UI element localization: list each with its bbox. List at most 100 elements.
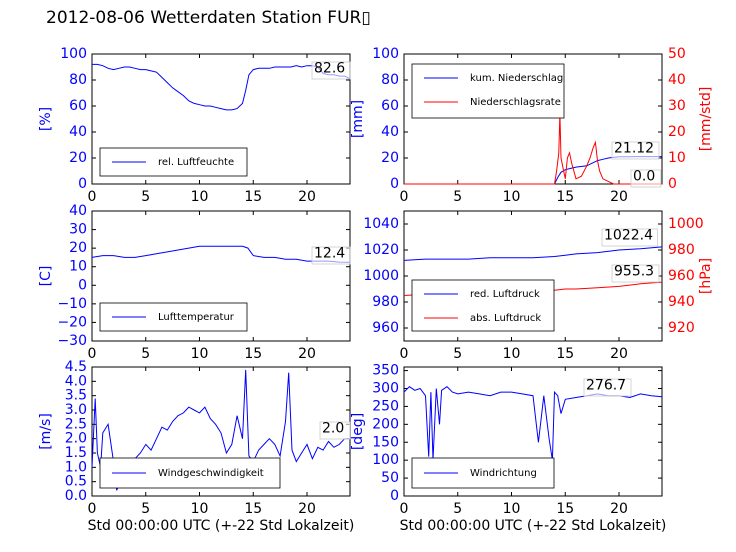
legend-label: abs. Luftdruck <box>470 313 541 324</box>
legend-label: Windrichtung <box>470 468 537 479</box>
y-tick-label: 1020 <box>363 242 399 258</box>
value-label-box <box>583 378 632 397</box>
value-label-box <box>311 246 351 265</box>
y-right-tick-label: 1000 <box>668 216 704 232</box>
y-tick-label: −20 <box>57 314 87 330</box>
series-line-precipitation-1 <box>404 113 662 185</box>
x-tick-label: 5 <box>141 501 150 517</box>
value-label-box <box>611 141 660 160</box>
y-tick-label: 250 <box>372 398 399 414</box>
y-tick-label: 30 <box>69 222 87 238</box>
y-axis-label: [m/s] <box>38 413 54 450</box>
x-axis-label: Std 00:00:00 UTC (+-22 Std Lokalzeit) <box>400 518 667 534</box>
x-tick-label: 15 <box>556 501 574 517</box>
y-tick-label: 1.0 <box>65 459 87 475</box>
y-right-tick-label: 10 <box>668 150 686 166</box>
y-right-tick-label: 920 <box>668 320 695 336</box>
y-axis-label: [mm] <box>350 100 366 138</box>
figure-title: 2012-08-06 Wetterdaten Station FUR▯ <box>46 8 371 28</box>
y-tick-label: 40 <box>69 203 87 219</box>
y-tick-label: 3.0 <box>65 402 87 418</box>
x-tick-label: 0 <box>88 346 97 362</box>
series-line-humidity-0 <box>92 63 351 111</box>
x-tick-label: 20 <box>610 501 628 517</box>
y-axis-label: [%] <box>38 107 54 131</box>
x-tick-label: 0 <box>400 346 409 362</box>
x-tick-label: 20 <box>610 189 628 205</box>
y-tick-label: 1000 <box>363 268 399 284</box>
value-label-secondary: 955.3 <box>614 264 654 280</box>
x-tick-label: 20 <box>298 189 316 205</box>
x-tick-label: 5 <box>453 189 462 205</box>
y-tick-label: 20 <box>69 240 87 256</box>
y-tick-label: 1040 <box>363 216 399 232</box>
y-tick-label: 4.5 <box>65 359 87 375</box>
x-tick-label: 5 <box>141 346 150 362</box>
legend-label: Windgeschwindigkeit <box>158 468 264 479</box>
x-tick-label: 15 <box>244 189 262 205</box>
y-tick-label: 20 <box>381 150 399 166</box>
y-tick-label: 200 <box>372 416 399 432</box>
value-label-box <box>311 61 351 80</box>
value-label: 82.6 <box>314 61 345 77</box>
value-label: 276.7 <box>586 378 626 394</box>
x-axis-label: Std 00:00:00 UTC (+-22 Std Lokalzeit) <box>88 518 355 534</box>
x-tick-label: 5 <box>453 501 462 517</box>
x-tick-label: 15 <box>556 346 574 362</box>
x-tick-label: 10 <box>503 189 521 205</box>
y-tick-label: 100 <box>60 46 87 62</box>
value-label: 2.0 <box>322 421 344 437</box>
legend-label: kum. Niederschlag <box>470 73 563 84</box>
y-axis-label: [C] <box>38 266 54 287</box>
y-right-axis-label: [hPa] <box>698 258 714 294</box>
y-tick-label: 20 <box>69 150 87 166</box>
x-tick-label: 20 <box>298 501 316 517</box>
series-line-pressure-0 <box>403 246 663 261</box>
x-tick-label: 10 <box>503 501 521 517</box>
y-tick-label: 0 <box>390 176 399 192</box>
y-right-tick-label: 960 <box>668 268 695 284</box>
y-right-tick-label: 40 <box>668 72 686 88</box>
legend-label: Lufttemperatur <box>158 312 235 323</box>
y-tick-label: 80 <box>69 72 87 88</box>
value-label: 21.12 <box>614 141 654 157</box>
value-label-secondary-box <box>611 264 660 283</box>
y-tick-label: 150 <box>372 434 399 450</box>
y-tick-label: 2.0 <box>65 431 87 447</box>
x-tick-label: 10 <box>503 346 521 362</box>
x-tick-label: 0 <box>400 501 409 517</box>
y-tick-label: 0.0 <box>65 488 87 504</box>
y-tick-label: 10 <box>69 259 87 275</box>
value-label-box <box>601 228 658 247</box>
y-tick-label: 0.5 <box>65 474 87 490</box>
x-tick-label: 5 <box>453 346 462 362</box>
legend-box <box>411 279 555 332</box>
x-tick-label: 0 <box>400 189 409 205</box>
x-tick-label: 0 <box>88 501 97 517</box>
y-tick-label: 0 <box>78 277 87 293</box>
y-tick-label: 2.5 <box>65 416 87 432</box>
x-tick-label: 10 <box>191 189 209 205</box>
value-label-box <box>319 421 351 440</box>
value-label-secondary: 0.0 <box>633 169 655 185</box>
y-tick-label: 960 <box>372 320 399 336</box>
legend-box <box>411 63 565 119</box>
y-tick-label: −10 <box>57 296 87 312</box>
legend-label: rel. Luftfeuchte <box>158 157 234 168</box>
y-right-tick-label: 0 <box>668 176 677 192</box>
y-right-tick-label: 980 <box>668 242 695 258</box>
y-tick-label: 60 <box>381 98 399 114</box>
x-tick-label: 20 <box>298 346 316 362</box>
legend-label: red. Luftdruck <box>470 289 540 300</box>
x-tick-label: 10 <box>191 501 209 517</box>
x-tick-label: 0 <box>88 189 97 205</box>
y-right-tick-label: 940 <box>668 294 695 310</box>
y-right-tick-label: 20 <box>668 124 686 140</box>
x-tick-label: 15 <box>244 346 262 362</box>
legend-label: Niederschlagsrate <box>470 97 561 108</box>
y-tick-label: 60 <box>69 98 87 114</box>
series-line-temperature-0 <box>91 245 351 263</box>
y-right-axis-label: [mm/std] <box>698 87 714 152</box>
y-tick-label: −30 <box>57 333 87 349</box>
